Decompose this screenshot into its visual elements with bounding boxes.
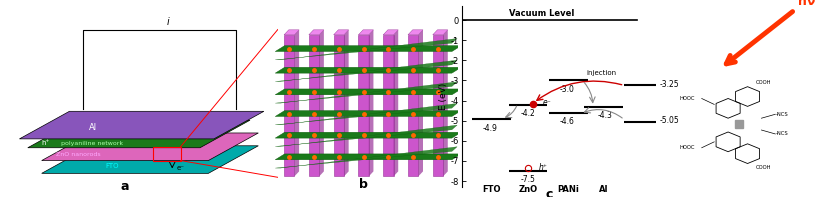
Polygon shape [359,30,373,35]
Polygon shape [275,125,458,146]
Polygon shape [275,82,458,103]
Bar [383,35,394,176]
Polygon shape [408,30,423,35]
Text: -4.2: -4.2 [520,109,535,118]
Polygon shape [319,30,324,176]
Polygon shape [42,133,258,161]
Text: e⁻: e⁻ [542,98,551,107]
Text: -4.9: -4.9 [482,124,497,133]
Text: a: a [121,180,129,193]
Text: Al: Al [599,185,608,194]
Text: i: i [167,17,169,27]
Text: injection: injection [587,70,617,76]
Text: FTO: FTO [105,164,119,169]
Bar [333,35,344,176]
Polygon shape [394,30,398,176]
Polygon shape [433,30,448,35]
Text: HOOC: HOOC [680,96,695,101]
Text: FTO: FTO [482,185,501,194]
Polygon shape [275,38,458,60]
Text: -3.0: -3.0 [559,85,574,94]
Text: hν: hν [797,0,815,8]
Text: PANi: PANi [557,185,579,194]
Text: -4.3: -4.3 [598,111,613,120]
Bar [433,35,443,176]
Polygon shape [42,146,258,173]
Text: -5.05: -5.05 [659,116,679,125]
Polygon shape [20,111,264,139]
Text: b: b [359,178,368,191]
Text: e⁻: e⁻ [176,165,185,171]
Text: COOH: COOH [756,80,771,85]
Text: ZnO nanorods: ZnO nanorods [56,151,100,157]
Polygon shape [275,60,458,82]
Polygon shape [443,30,448,176]
Polygon shape [383,30,398,35]
Bar [408,35,418,176]
Text: c: c [546,188,553,197]
Text: Vacuum Level: Vacuum Level [510,9,575,18]
Text: polyaniline network: polyaniline network [61,141,123,146]
Polygon shape [294,30,299,176]
Text: COOH: COOH [756,165,771,170]
Polygon shape [368,30,373,176]
Polygon shape [344,30,349,176]
Polygon shape [275,132,462,138]
Polygon shape [275,154,462,160]
Text: ZnO: ZnO [519,185,538,194]
Polygon shape [28,120,250,148]
Text: HOOC: HOOC [680,145,695,150]
Text: -NCS: -NCS [775,131,788,137]
Text: h⁺: h⁺ [42,140,50,146]
Y-axis label: E (eV): E (eV) [439,83,448,110]
Text: -7.5: -7.5 [520,176,536,184]
Polygon shape [309,30,324,35]
Polygon shape [275,103,458,125]
Bar [359,35,368,176]
Text: Al: Al [89,123,97,132]
Text: h⁺: h⁺ [538,163,547,172]
Text: -4.6: -4.6 [559,117,574,126]
Polygon shape [284,30,299,35]
Polygon shape [418,30,423,176]
Polygon shape [275,67,462,73]
Bar [284,35,294,176]
Polygon shape [275,147,458,168]
Polygon shape [275,111,462,116]
Text: -NCS: -NCS [775,112,788,117]
Text: -3.25: -3.25 [659,80,679,89]
Polygon shape [275,89,462,95]
Polygon shape [333,30,349,35]
Polygon shape [275,46,462,51]
Bar [309,35,319,176]
